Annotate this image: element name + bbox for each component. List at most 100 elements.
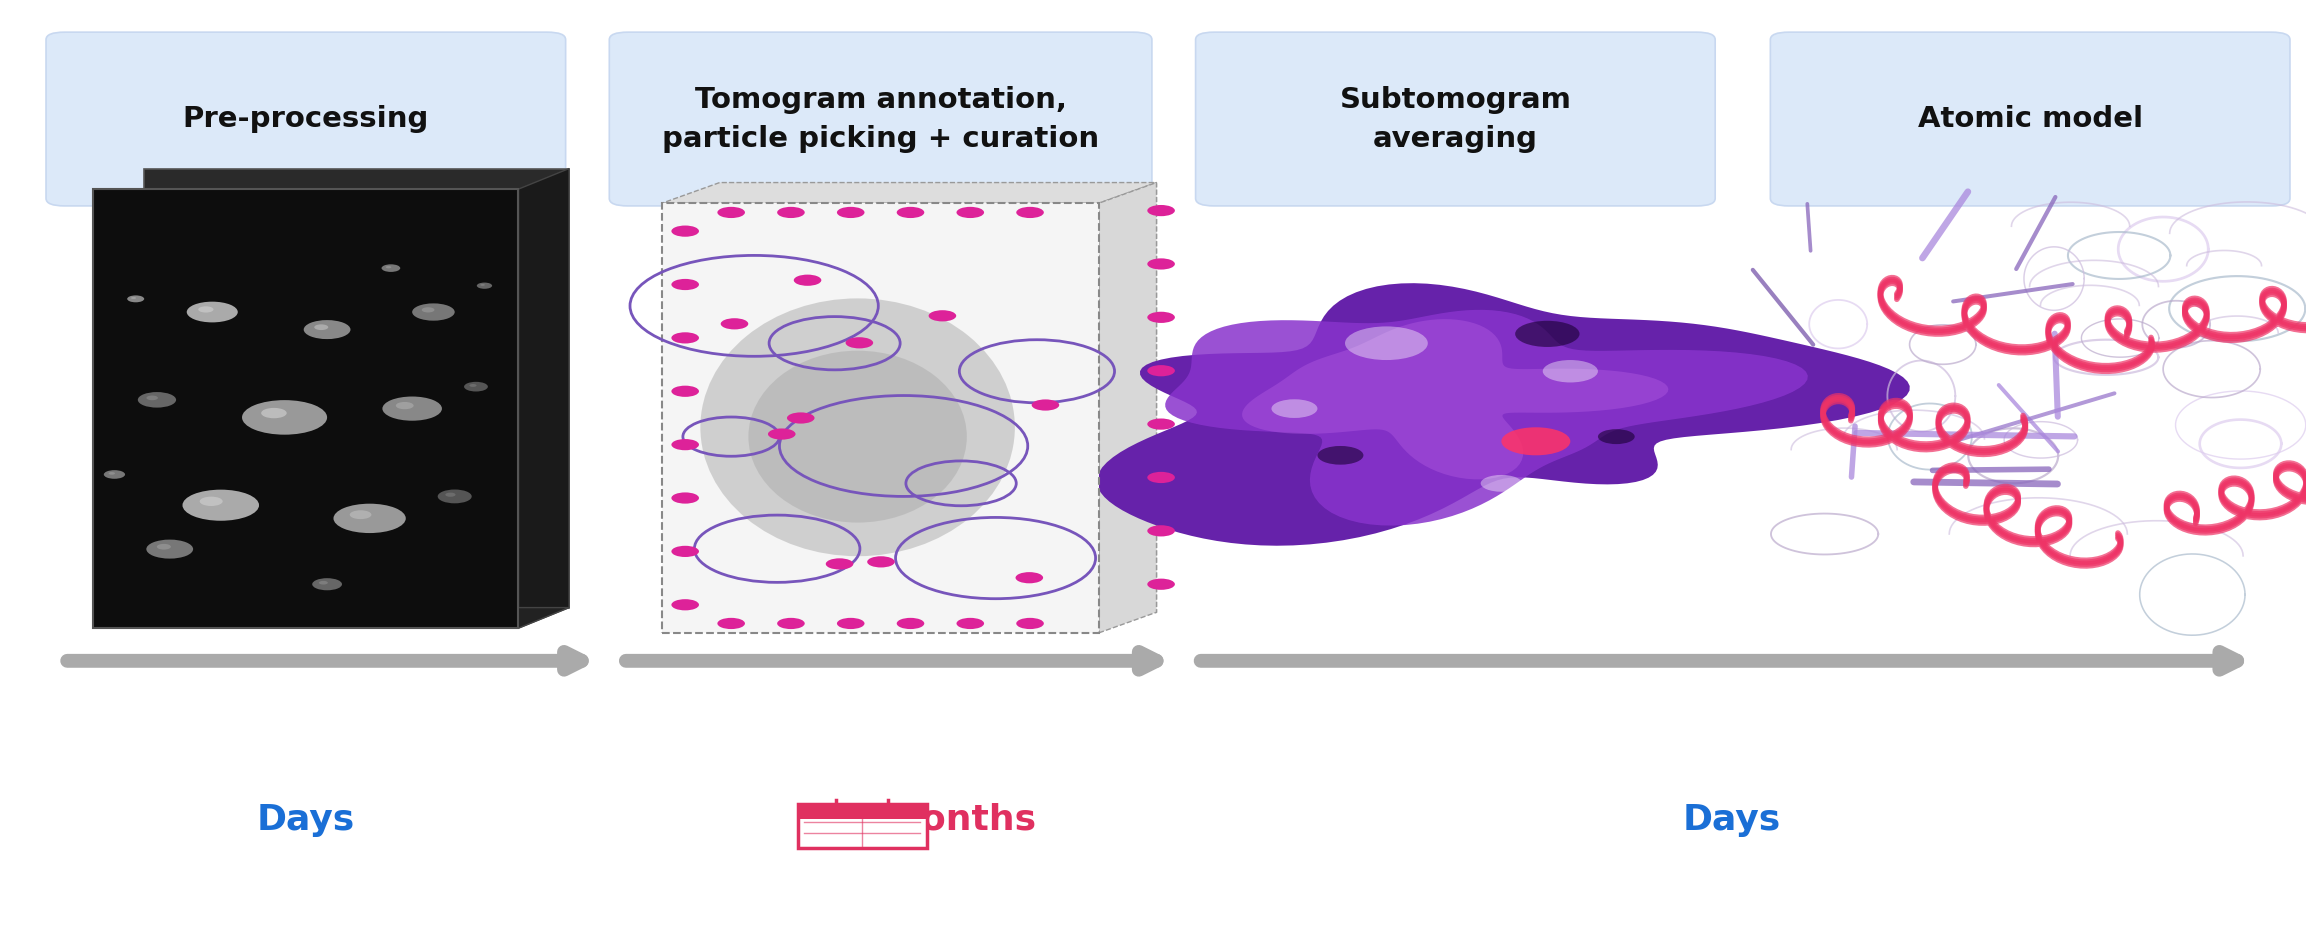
Circle shape [777, 207, 805, 218]
Circle shape [396, 402, 414, 410]
Polygon shape [662, 183, 1156, 203]
Circle shape [867, 556, 895, 568]
Circle shape [671, 386, 699, 397]
Text: Atomic model: Atomic model [1917, 105, 2142, 133]
Polygon shape [1096, 283, 1911, 546]
Circle shape [1501, 428, 1571, 455]
Ellipse shape [749, 351, 967, 522]
FancyBboxPatch shape [1769, 32, 2290, 206]
Text: Days: Days [257, 803, 354, 837]
Circle shape [1015, 207, 1043, 218]
Circle shape [437, 489, 472, 503]
Circle shape [382, 264, 400, 272]
Circle shape [1346, 326, 1427, 360]
Circle shape [1015, 572, 1043, 583]
Circle shape [671, 279, 699, 290]
Circle shape [837, 618, 865, 629]
Circle shape [315, 324, 328, 330]
Circle shape [1147, 525, 1175, 537]
Circle shape [671, 226, 699, 237]
Text: Pre-processing: Pre-processing [183, 105, 428, 133]
Circle shape [768, 428, 796, 440]
Circle shape [481, 284, 486, 286]
Circle shape [1032, 399, 1059, 410]
Polygon shape [1242, 319, 1668, 480]
Circle shape [476, 283, 493, 289]
Circle shape [104, 470, 125, 479]
Circle shape [928, 310, 955, 321]
Circle shape [1147, 418, 1175, 429]
Circle shape [157, 544, 171, 550]
Circle shape [826, 558, 853, 570]
Circle shape [722, 319, 749, 329]
Circle shape [470, 384, 476, 387]
Circle shape [303, 320, 352, 339]
Circle shape [671, 546, 699, 557]
Circle shape [671, 439, 699, 450]
Text: Days: Days [1682, 803, 1781, 837]
Circle shape [146, 395, 157, 400]
Circle shape [786, 412, 814, 424]
Circle shape [109, 472, 116, 475]
Circle shape [847, 337, 874, 349]
Polygon shape [143, 169, 569, 608]
Circle shape [187, 301, 238, 322]
Circle shape [382, 396, 442, 421]
Bar [662, 203, 1099, 633]
Circle shape [243, 400, 326, 435]
Ellipse shape [701, 299, 1015, 556]
Circle shape [793, 275, 821, 285]
FancyBboxPatch shape [608, 32, 1152, 206]
Circle shape [671, 599, 699, 611]
Circle shape [349, 510, 372, 520]
Circle shape [1318, 446, 1362, 465]
Circle shape [386, 266, 391, 268]
FancyBboxPatch shape [46, 32, 567, 206]
Circle shape [465, 382, 488, 392]
Circle shape [319, 581, 328, 585]
Circle shape [1598, 429, 1635, 444]
Text: Months: Months [886, 803, 1036, 837]
Polygon shape [93, 608, 569, 629]
Circle shape [127, 296, 143, 302]
Circle shape [146, 539, 192, 558]
Polygon shape [1099, 183, 1156, 633]
Circle shape [1272, 399, 1318, 418]
Circle shape [777, 618, 805, 629]
Circle shape [446, 493, 456, 497]
Circle shape [1147, 472, 1175, 483]
Circle shape [1543, 360, 1598, 382]
Circle shape [132, 297, 136, 299]
Circle shape [1515, 320, 1580, 347]
Circle shape [1015, 618, 1043, 629]
Circle shape [671, 492, 699, 503]
Circle shape [897, 207, 925, 218]
Circle shape [837, 207, 865, 218]
Circle shape [717, 618, 745, 629]
Text: Tomogram annotation,
particle picking + curation: Tomogram annotation, particle picking + … [662, 85, 1099, 153]
Circle shape [183, 490, 259, 520]
Polygon shape [518, 169, 569, 629]
Polygon shape [1166, 310, 1809, 525]
Circle shape [717, 207, 745, 218]
Circle shape [1147, 578, 1175, 590]
Circle shape [333, 503, 405, 533]
Bar [93, 189, 518, 629]
Circle shape [958, 618, 983, 629]
Circle shape [1147, 312, 1175, 323]
Circle shape [1147, 365, 1175, 376]
Circle shape [1147, 205, 1175, 216]
Circle shape [1147, 259, 1175, 269]
Circle shape [312, 578, 342, 591]
Circle shape [958, 207, 983, 218]
FancyBboxPatch shape [798, 804, 928, 848]
Circle shape [421, 307, 435, 313]
Circle shape [199, 306, 213, 313]
Circle shape [139, 392, 176, 408]
Circle shape [199, 497, 222, 506]
Circle shape [412, 303, 456, 320]
Bar [798, 804, 928, 819]
Circle shape [897, 618, 925, 629]
Circle shape [671, 333, 699, 343]
Circle shape [261, 408, 287, 418]
